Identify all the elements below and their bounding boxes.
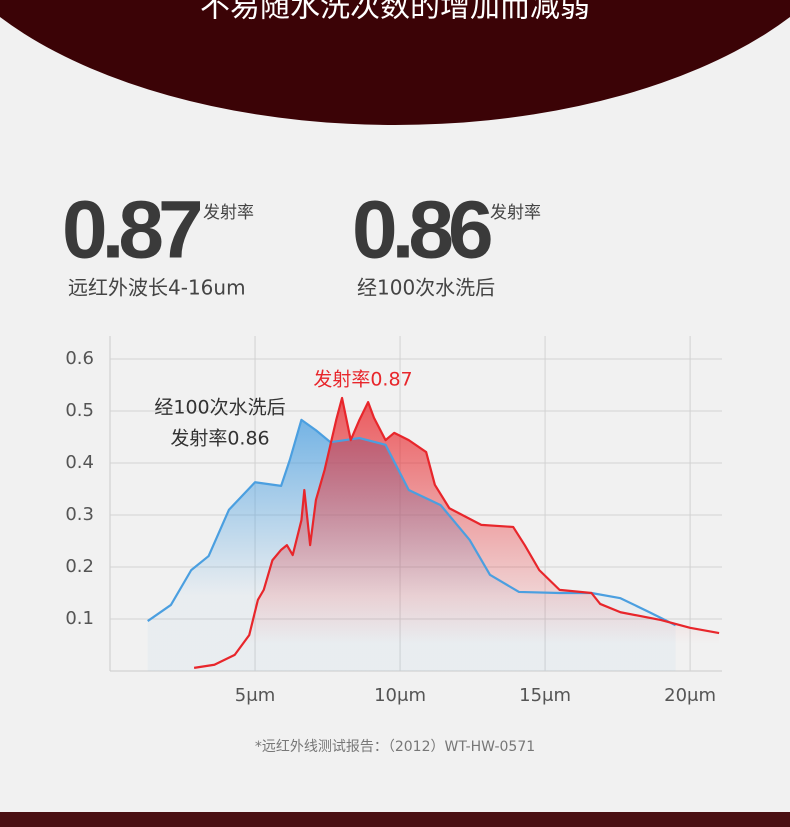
x-tick-label: 20μm xyxy=(664,685,716,706)
y-tick-label: 0.3 xyxy=(65,504,94,525)
area xyxy=(194,398,720,671)
y-tick-label: 0.4 xyxy=(65,452,94,473)
line xyxy=(193,396,720,669)
footer-band xyxy=(0,812,790,827)
chart: 0.1 0.2 0.3 0.4 0.5 0.6 5μm 10μm 15μm 20μm xyxy=(65,336,722,706)
annotation: 发射率0.86 xyxy=(170,428,269,450)
x-tick-label: 5μm xyxy=(235,685,275,706)
stat-value: 0.87 xyxy=(62,185,200,276)
line xyxy=(147,418,677,627)
y-tick-label: 0.6 xyxy=(65,348,94,369)
stat-value: 0.86 xyxy=(352,185,491,276)
header-title: 不易随水洗次数的增加而减弱 xyxy=(200,0,590,25)
stat-caption: 远红外波长4-16um xyxy=(68,276,246,300)
y-tick-label: 0.2 xyxy=(65,556,94,577)
annotation: 发射率0.87 xyxy=(313,369,412,391)
y-tick-label: 0.1 xyxy=(65,608,94,629)
stat-caption: 经100次水洗后 xyxy=(357,276,495,300)
x-tick-label: 10μm xyxy=(374,685,426,706)
x-tick-label: 15μm xyxy=(519,685,571,706)
annotation: 经100次水洗后 xyxy=(154,397,285,419)
y-tick-label: 0.5 xyxy=(65,400,94,421)
footnote: *远红外线测试报告：（2012）WT-HW-0571 xyxy=(255,739,535,755)
stat-unit: 发射率 xyxy=(490,203,541,223)
header-band xyxy=(0,0,790,125)
stat-unit: 发射率 xyxy=(203,203,254,223)
